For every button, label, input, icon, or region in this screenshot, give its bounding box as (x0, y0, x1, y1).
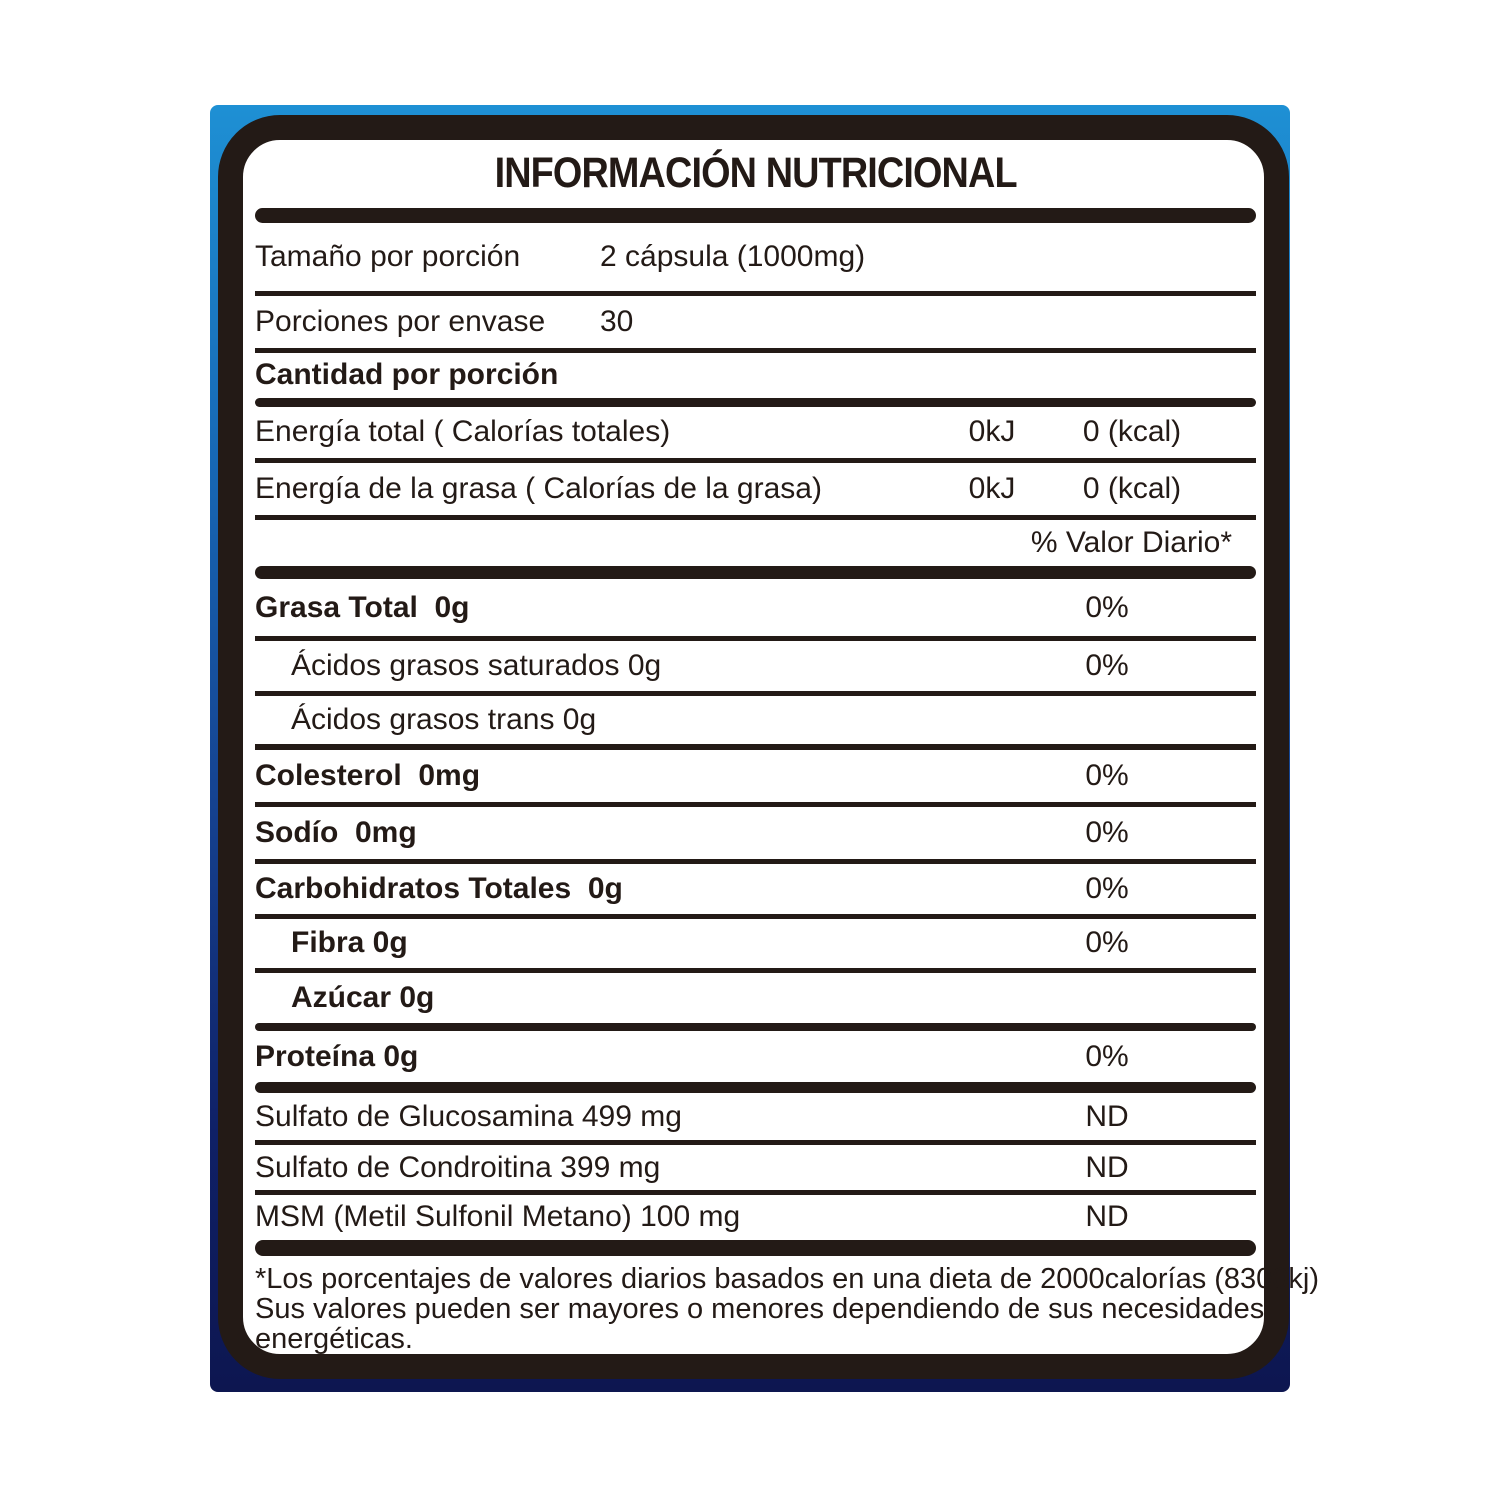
daily-value-header-row: % Valor Diario* (255, 520, 1256, 566)
cholesterol-dv: 0% (1085, 758, 1129, 792)
amount-per-serving-label: Cantidad por porción (255, 358, 559, 392)
total-fat-label: Grasa Total 0g (255, 590, 470, 624)
sodium-label: Sodío 0mg (255, 815, 417, 849)
energy-fat-kcal: 0 (kcal) (1082, 472, 1182, 506)
nutrient-row-saturated-fat: Ácidos grasos saturados 0g 0% (255, 641, 1256, 691)
nutrition-facts-panel: INFORMACIÓN NUTRICIONAL Tamaño por porci… (218, 115, 1320, 1379)
divider-thickest (255, 1239, 1256, 1256)
chondroitin-dv: ND (1085, 1150, 1129, 1184)
nutrient-row-sugar: Azúcar 0g (255, 973, 1256, 1023)
total-fat-dv: 0% (1085, 590, 1129, 624)
nutrient-row-trans-fat: Ácidos grasos trans 0g (255, 696, 1256, 744)
glucosamine-dv: ND (1085, 1099, 1129, 1133)
title-box: INFORMACIÓN NUTRICIONAL (255, 140, 1256, 208)
divider-thin (255, 458, 1256, 464)
supplement-row-glucosamine: Sulfato de Glucosamina 499 mg ND (255, 1093, 1256, 1140)
divider-medium (255, 1023, 1256, 1032)
total-carbs-dv: 0% (1085, 871, 1129, 905)
nutrient-row-cholesterol: Colesterol 0mg 0% (255, 750, 1256, 802)
sugar-label: Azúcar 0g (291, 981, 435, 1015)
energy-fat-row: Energía de la grasa ( Calorías de la gra… (255, 463, 1256, 515)
energy-total-row: Energía total ( Calorías totales) 0kJ 0 … (255, 407, 1256, 459)
divider-thin (255, 347, 1256, 353)
fiber-dv: 0% (1085, 926, 1129, 960)
nutrient-row-sodium: Sodío 0mg 0% (255, 807, 1256, 859)
divider-medium (255, 397, 1256, 407)
servings-per-container-value: 30 (600, 304, 634, 338)
energy-total-kj: 0kJ (968, 415, 1016, 449)
serving-size-row: Tamaño por porción 2 cápsula (1000mg) (255, 223, 1256, 291)
supplement-row-msm: MSM (Metil Sulfonil Metano) 100 mg ND (255, 1195, 1256, 1240)
footnote: *Los porcentajes de valores diarios basa… (255, 1256, 1320, 1355)
msm-label: MSM (Metil Sulfonil Metano) 100 mg (255, 1200, 741, 1234)
footnote-line-3: energéticas. (255, 1322, 413, 1355)
nutrient-row-fiber: Fibra 0g 0% (255, 919, 1256, 969)
cholesterol-label: Colesterol 0mg (255, 758, 481, 792)
sodium-dv: 0% (1085, 815, 1129, 849)
serving-size-value: 2 cápsula (1000mg) (600, 239, 866, 273)
glucosamine-label: Sulfato de Glucosamina 499 mg (255, 1099, 682, 1133)
footnote-line-2: Sus valores pueden ser mayores o menores… (255, 1292, 1265, 1325)
divider-thin (255, 1190, 1256, 1196)
divider-thick (255, 566, 1256, 580)
nutrient-row-total-carbs: Carbohidratos Totales 0g 0% (255, 864, 1256, 914)
divider-thin (255, 968, 1256, 974)
divider-thin (255, 690, 1256, 696)
divider-thin (255, 743, 1256, 750)
energy-total-kcal: 0 (kcal) (1082, 415, 1182, 449)
divider-thin (255, 636, 1256, 642)
fiber-label: Fibra 0g (291, 926, 408, 960)
nutrient-row-total-fat: Grasa Total 0g 0% (255, 579, 1256, 636)
energy-fat-label: Energía de la grasa ( Calorías de la gra… (255, 472, 822, 506)
divider-thin (255, 801, 1256, 807)
panel-content: INFORMACIÓN NUTRICIONAL Tamaño por porci… (243, 140, 1320, 1355)
divider-thin (255, 858, 1256, 864)
servings-per-container-label: Porciones por envase (255, 304, 546, 338)
divider-thin (255, 1140, 1256, 1146)
energy-fat-kj: 0kJ (968, 472, 1016, 506)
msm-dv: ND (1085, 1200, 1129, 1234)
total-carbs-label: Carbohidratos Totales 0g (255, 871, 623, 905)
divider-thick (255, 1082, 1256, 1094)
divider-thick (255, 207, 1256, 223)
divider-thin (255, 515, 1256, 521)
divider-thin (255, 913, 1256, 919)
supplement-row-chondroitin: Sulfato de Condroitina 399 mg ND (255, 1145, 1256, 1190)
footnote-line-1: *Los porcentajes de valores diarios basa… (255, 1262, 1320, 1295)
panel-title: INFORMACIÓN NUTRICIONAL (494, 149, 1017, 198)
chondroitin-label: Sulfato de Condroitina 399 mg (255, 1150, 661, 1184)
amount-per-serving-row: Cantidad por porción (255, 353, 1256, 398)
nutrient-row-protein: Proteína 0g 0% (255, 1031, 1256, 1082)
protein-dv: 0% (1085, 1039, 1129, 1073)
serving-size-label: Tamaño por porción (255, 239, 521, 273)
daily-value-header: % Valor Diario* (1030, 526, 1232, 560)
blue-backing-card: INFORMACIÓN NUTRICIONAL Tamaño por porci… (210, 105, 1320, 1392)
servings-per-container-row: Porciones por envase 30 (255, 296, 1256, 348)
saturated-fat-dv: 0% (1085, 649, 1129, 683)
divider-thin (255, 290, 1256, 296)
energy-total-label: Energía total ( Calorías totales) (255, 415, 671, 449)
protein-label: Proteína 0g (255, 1039, 419, 1073)
saturated-fat-label: Ácidos grasos saturados 0g (291, 649, 662, 683)
trans-fat-label: Ácidos grasos trans 0g (291, 702, 597, 736)
